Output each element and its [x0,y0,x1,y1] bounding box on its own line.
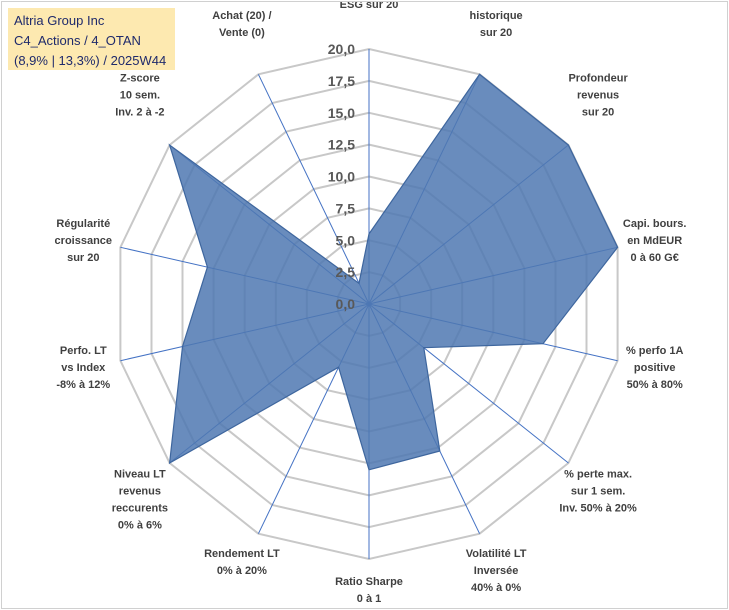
axis-label: Capi. bours. en MdEUR 0 à 60 G€ [623,218,687,264]
tick-label: 15,0 [328,105,355,121]
axis-label-line: Inv. 50% à 20% [559,503,637,515]
tick-label: 7,5 [336,200,356,216]
axis-label-line: Perfo. LT [60,345,107,357]
axis-label: Perfo. LT vs Index -8% à 12% [56,345,110,391]
axis-label-line: Profondeur [466,2,526,5]
tick-label: 17,5 [328,73,355,89]
axis-label: Régularité croissance sur 20 [55,218,112,264]
axis-label-line: -8% à 12% [56,379,110,391]
axis-label-line: reccurents [112,503,168,515]
axis-label-line: revenus [577,89,619,101]
axis-label: % perfo 1A positive 50% à 80% [626,345,684,391]
axis-label-line: Inversée [474,565,519,577]
axis-label-line: 50% à 80% [627,379,683,391]
axis-label: Momentum Achat (20) / Vente (0) [212,2,271,39]
series-area [168,73,619,471]
axis-label: Profondeur historique sur 20 [466,2,526,39]
axis-label-line: 0% à 6% [118,520,162,532]
tick-label: 12,5 [328,137,355,153]
tick-label: 5,0 [336,232,356,248]
axis-label-layer: NoteESG sur 20 Profondeur historique sur 20… [55,2,687,605]
axis-label-line: % perte max. [564,469,632,481]
title-category: C4_Actions / 4_OTAN [14,33,141,48]
axis-label-line: sur 20 [480,27,512,39]
title-perf-week: (8,9% | 13,3%) / 2025W44 [14,53,167,68]
axis-label-line: 0% à 20% [217,565,267,577]
axis-label: Niveau LT revenus reccurents 0% à 6% [112,469,168,532]
axis-label-line: Niveau LT [114,469,166,481]
tick-label: 20,0 [328,41,355,57]
tick-label: 10,0 [328,169,355,185]
axis-label-line: sur 1 sem. [571,486,625,498]
tick-label-layer: 0,0 2,5 5,0 7,5 10,0 12,5 15,0 17,5 20,0 [328,41,355,312]
axis-label: Profondeur revenus sur 20 [568,72,628,118]
axis-label-line: Rendement LT [204,548,280,560]
axis-label-line: Z-score [120,72,160,84]
axis-label-line: Ratio Sharpe [335,576,403,588]
axis-label-line: historique [470,10,523,22]
axis-label-line: sur 20 [582,106,614,118]
axis-spoke [257,74,370,305]
axis-label-line: Inv. 2 à -2 [115,106,164,118]
axis-label: NoteESG sur 20 [340,2,399,11]
axis-label: Z-score 10 sem. Inv. 2 à -2 [115,72,164,118]
axis-label-line: Momentum [213,2,272,5]
axis-label-line: 0 à 1 [357,593,381,605]
axis-label-line: ESG sur 20 [340,2,399,11]
axis-label-line: en MdEUR [627,235,682,247]
axis-label-line: revenus [119,486,161,498]
axis-label-line: 0 à 60 G€ [631,252,679,264]
axis-label: Volatilité LT Inversée 40% à 0% [466,548,527,594]
axis-label-line: Capi. bours. [623,218,687,230]
tick-label: 0,0 [336,296,356,312]
series-area-layer [168,73,619,471]
axis-label-line: vs Index [61,362,106,374]
axis-label-line: Profondeur [568,72,628,84]
axis-label-line: Volatilité LT [466,548,527,560]
axis-label-line: positive [634,362,676,374]
title-company: Altria Group Inc [14,13,105,28]
axis-label-line: Régularité [56,218,110,230]
axis-label: Ratio Sharpe 0 à 1 [335,576,403,605]
axis-label-line: % perfo 1A [626,345,684,357]
axis-label-line: 10 sem. [120,89,160,101]
axis-label: Rendement LT 0% à 20% [204,548,280,577]
axis-label: % perte max. sur 1 sem. Inv. 50% à 20% [559,469,637,515]
tick-label: 2,5 [336,264,356,280]
axis-label-line: 40% à 0% [471,582,521,594]
axis-label-line: Achat (20) / [212,10,271,22]
axis-label-line: croissance [55,235,112,247]
chart-title-box: Altria Group Inc C4_Actions / 4_OTAN (8,… [8,8,175,70]
axis-label-line: sur 20 [67,252,99,264]
axis-label-line: Vente (0) [219,27,265,39]
